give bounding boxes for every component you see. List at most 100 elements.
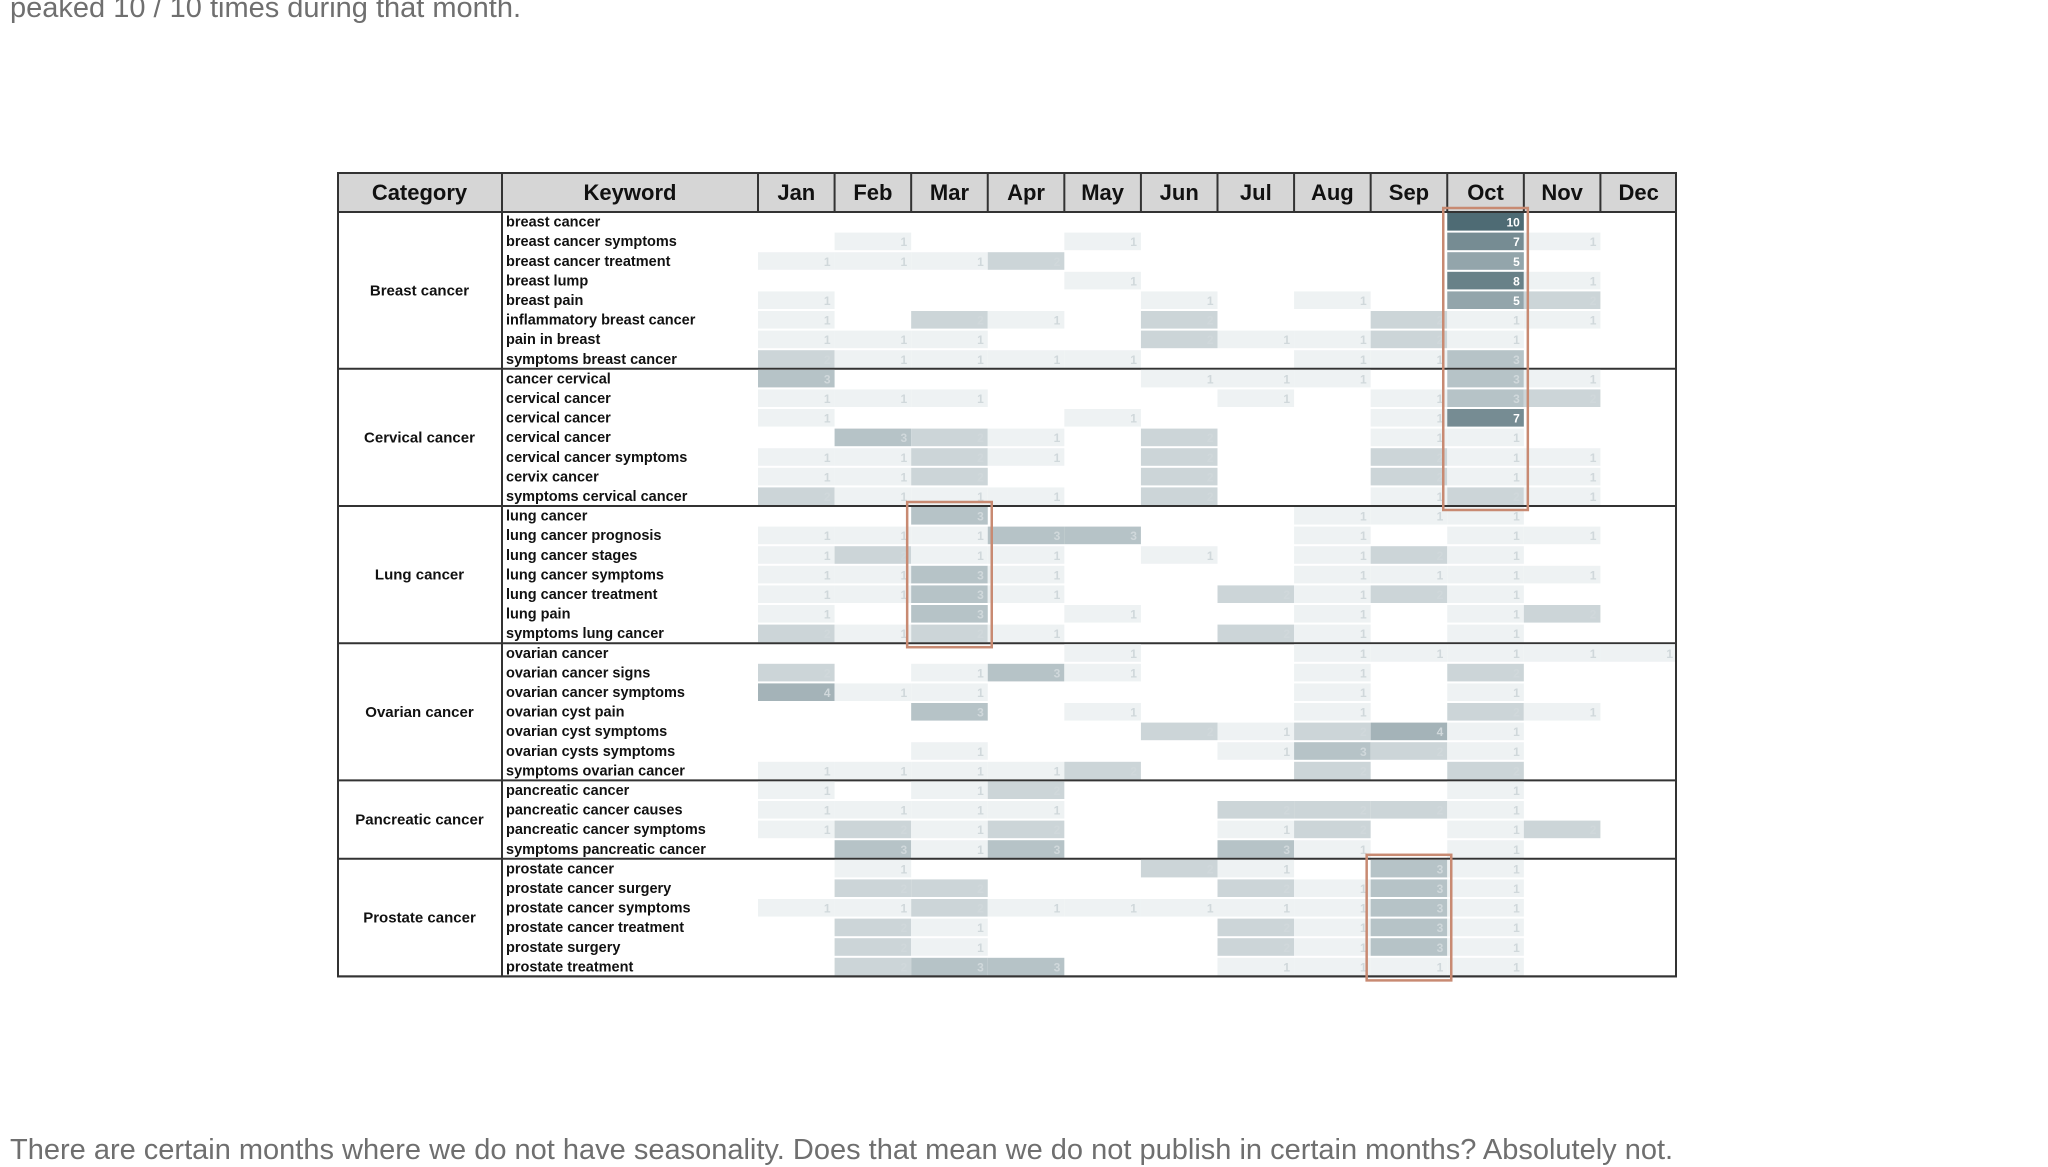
heat-cell (911, 467, 988, 486)
heat-cell-value: 1 (1590, 451, 1597, 465)
heat-cell-value: 1 (1054, 314, 1061, 328)
heat-cell (1370, 546, 1448, 564)
heat-cell-value: 1 (900, 529, 907, 543)
heat-cell-value: 1 (1130, 274, 1137, 288)
heat-cell (911, 605, 988, 623)
heat-cell-value: 3 (1054, 666, 1061, 680)
heat-cell (1447, 330, 1524, 349)
heat-cell (1523, 448, 1601, 466)
heat-cell (987, 801, 1065, 819)
heat-cell-value: 1 (977, 745, 984, 759)
heat-cell-value: 2 (1207, 333, 1214, 347)
heat-cell-value: 1 (824, 549, 831, 563)
outro-paragraph: There are certain months where we do not… (10, 1134, 1674, 1166)
heat-cell-value: 1 (1513, 843, 1520, 857)
heat-cell-value: 1 (1590, 274, 1597, 288)
heat-cell-value: 1 (824, 529, 831, 543)
heat-cell (1064, 350, 1141, 368)
header-month-jul: Jul (1240, 180, 1272, 205)
heat-cell-value: 1 (977, 941, 984, 955)
heat-cell (1370, 899, 1448, 917)
heat-cell-value: 1 (1513, 549, 1520, 563)
heat-cell (987, 565, 1065, 584)
heat-cell (834, 330, 912, 349)
heat-cell (1294, 663, 1371, 682)
keyword-label: breast pain (506, 293, 583, 309)
heat-cell-value: 3 (977, 960, 984, 974)
heat-cell-value: 1 (977, 764, 984, 778)
heat-cell (758, 624, 835, 643)
heat-cell (758, 683, 835, 701)
heat-cell-value: 1 (900, 902, 907, 916)
heat-cell-value: 1 (1283, 862, 1290, 876)
heat-cell-value: 1 (1360, 294, 1367, 308)
heat-cell-value: 1 (1207, 902, 1214, 916)
heat-cell (1447, 918, 1524, 937)
heat-cell-value: 2 (977, 627, 984, 641)
heat-cell (758, 467, 835, 486)
heat-cell (758, 409, 835, 427)
heat-cell-value: 2 (824, 353, 831, 367)
heat-cell (911, 840, 988, 858)
heat-cell-value: 1 (1283, 902, 1290, 916)
heat-cell (1217, 899, 1295, 917)
heat-cell (1447, 565, 1524, 584)
heat-cell (1217, 957, 1295, 976)
heat-cell-value: 2 (1590, 294, 1597, 308)
heat-cell (1064, 663, 1141, 682)
heat-cell (1370, 801, 1448, 819)
heat-cell-value: 1 (1360, 608, 1367, 622)
heat-cell-value: 3 (1437, 941, 1444, 955)
heat-cell-value: 2 (824, 490, 831, 504)
heat-cell (987, 487, 1065, 505)
heat-cell (758, 820, 835, 839)
heat-cell (1523, 820, 1601, 839)
header-month-dec: Dec (1619, 180, 1659, 205)
heat-cell (911, 663, 988, 682)
heat-cell (1447, 840, 1524, 858)
heat-cell (758, 252, 835, 270)
heat-cell (1447, 742, 1524, 760)
heat-cell-value: 1 (1513, 862, 1520, 876)
heat-cell (1294, 899, 1371, 917)
heat-cell-value: 3 (1513, 392, 1520, 406)
heat-cell (1294, 644, 1371, 662)
heat-cell (1217, 820, 1295, 839)
heat-cell-value: 1 (900, 804, 907, 818)
heat-cell (1140, 487, 1218, 505)
keyword-label: cervical cancer symptoms (506, 450, 687, 466)
heat-cell (1523, 644, 1601, 662)
heat-cell (1370, 389, 1448, 407)
heat-cell-value: 1 (977, 666, 984, 680)
heat-cell-value: 2 (824, 627, 831, 641)
heat-cell-value: 1 (1360, 568, 1367, 582)
heat-cell (1217, 624, 1295, 643)
keyword-label: symptoms lung cancer (506, 626, 664, 642)
heat-cell (1064, 899, 1141, 917)
heat-cell (1217, 722, 1295, 741)
intro-paragraph: peaked 10 / 10 times during that month. (10, 0, 522, 24)
heat-cell-value: 1 (1283, 372, 1290, 386)
heat-cell-value: 1 (1360, 588, 1367, 602)
heat-cell-value: 1 (900, 764, 907, 778)
heat-cell-value: 1 (1437, 490, 1444, 504)
heat-cell (1217, 389, 1295, 407)
heat-cell-value: 1 (1054, 588, 1061, 602)
keyword-label: prostate cancer treatment (506, 920, 684, 936)
heat-cell-value: 1 (1360, 353, 1367, 367)
heat-cell-value: 2 (1054, 255, 1061, 269)
heat-cell-value: 5 (1513, 255, 1520, 269)
heat-cell-value: 1 (1283, 333, 1290, 347)
heat-cell (1447, 487, 1524, 505)
heat-cell-value: 2 (1360, 804, 1367, 818)
heat-cell (987, 840, 1065, 858)
heat-cell (834, 899, 912, 917)
heat-cell (1370, 565, 1448, 584)
heat-cell (1217, 879, 1295, 897)
heat-cell (911, 565, 988, 584)
heat-cell-value: 3 (1054, 529, 1061, 543)
heat-cell-value: 3 (977, 510, 984, 524)
heat-cell (1523, 487, 1601, 505)
heat-cell (758, 291, 835, 309)
heat-cell (911, 683, 988, 701)
